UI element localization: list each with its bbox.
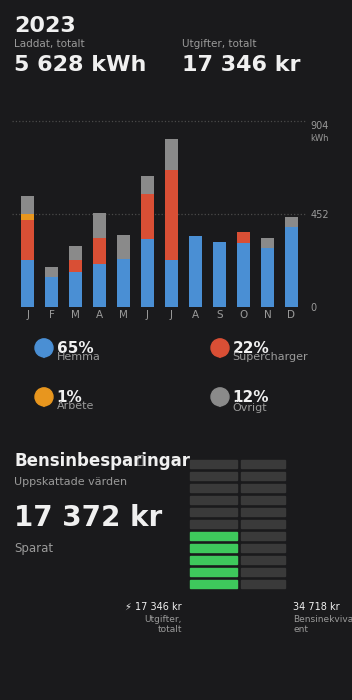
- Bar: [189, 235, 202, 307]
- Text: Laddat, totalt: Laddat, totalt: [14, 39, 84, 49]
- Text: 65%: 65%: [57, 341, 93, 356]
- Text: 17 372 kr: 17 372 kr: [14, 504, 162, 532]
- Bar: [261, 238, 274, 248]
- Bar: [190, 580, 237, 588]
- Bar: [21, 260, 34, 307]
- Bar: [165, 170, 178, 260]
- Bar: [241, 568, 285, 576]
- Bar: [45, 276, 58, 307]
- Text: ⓘ: ⓘ: [137, 454, 144, 467]
- Bar: [241, 496, 285, 504]
- Text: Supercharger: Supercharger: [233, 352, 308, 362]
- Bar: [190, 508, 237, 516]
- Polygon shape: [215, 401, 225, 406]
- Bar: [261, 248, 274, 307]
- Bar: [237, 232, 250, 243]
- Bar: [241, 472, 285, 480]
- Bar: [190, 556, 237, 564]
- Polygon shape: [39, 352, 49, 357]
- Text: Övrigt: Övrigt: [233, 401, 267, 413]
- Text: 904: 904: [310, 121, 329, 132]
- Text: Hemma: Hemma: [57, 352, 100, 362]
- Bar: [21, 214, 34, 220]
- Text: 12%: 12%: [233, 390, 269, 405]
- Bar: [141, 176, 154, 195]
- Text: Utgifter,
totalt: Utgifter, totalt: [145, 615, 182, 634]
- Bar: [213, 241, 226, 307]
- Bar: [69, 260, 82, 272]
- Bar: [190, 532, 237, 540]
- Text: 1%: 1%: [57, 390, 82, 405]
- Text: 5 628 kWh: 5 628 kWh: [14, 55, 146, 75]
- Bar: [117, 235, 130, 259]
- Bar: [241, 484, 285, 492]
- Circle shape: [35, 388, 53, 406]
- Polygon shape: [215, 352, 225, 357]
- Bar: [141, 195, 154, 239]
- Text: 22%: 22%: [233, 341, 269, 356]
- Circle shape: [211, 339, 229, 357]
- Text: 0: 0: [310, 303, 317, 314]
- Bar: [21, 196, 34, 214]
- Bar: [190, 484, 237, 492]
- Bar: [241, 532, 285, 540]
- Bar: [69, 246, 82, 260]
- Bar: [241, 520, 285, 528]
- Bar: [241, 556, 285, 564]
- Bar: [190, 568, 237, 576]
- Circle shape: [35, 339, 53, 357]
- Bar: [190, 496, 237, 504]
- Bar: [241, 508, 285, 516]
- Text: ⚡ 17 346 kr: ⚡ 17 346 kr: [125, 602, 182, 612]
- Bar: [93, 214, 106, 237]
- Text: Arbete: Arbete: [57, 401, 94, 411]
- Bar: [45, 267, 58, 276]
- Text: Uppskattade värden: Uppskattade värden: [14, 477, 127, 487]
- Text: Utgifter, totalt: Utgifter, totalt: [182, 39, 257, 49]
- Bar: [190, 544, 237, 552]
- Text: Sparat: Sparat: [14, 542, 53, 555]
- Bar: [165, 139, 178, 170]
- Bar: [285, 217, 298, 227]
- Bar: [93, 237, 106, 264]
- Text: 34 718 kr: 34 718 kr: [293, 602, 340, 612]
- Bar: [285, 227, 298, 307]
- Text: Bensinekvival
ent: Bensinekvival ent: [293, 615, 352, 634]
- Bar: [69, 272, 82, 307]
- Bar: [141, 239, 154, 307]
- Bar: [190, 472, 237, 480]
- Text: kWh: kWh: [310, 134, 329, 143]
- Text: Bensinbesparingar: Bensinbesparingar: [14, 452, 190, 470]
- Bar: [165, 260, 178, 307]
- Bar: [117, 259, 130, 307]
- Text: 2023: 2023: [14, 16, 76, 36]
- Bar: [190, 460, 237, 468]
- Bar: [241, 580, 285, 588]
- Bar: [241, 544, 285, 552]
- Bar: [237, 243, 250, 307]
- Text: 452: 452: [310, 211, 329, 220]
- Circle shape: [211, 388, 229, 406]
- Bar: [190, 520, 237, 528]
- Polygon shape: [39, 401, 49, 406]
- Text: 17 346 kr: 17 346 kr: [182, 55, 301, 75]
- Bar: [93, 264, 106, 307]
- Bar: [21, 220, 34, 260]
- Bar: [241, 460, 285, 468]
